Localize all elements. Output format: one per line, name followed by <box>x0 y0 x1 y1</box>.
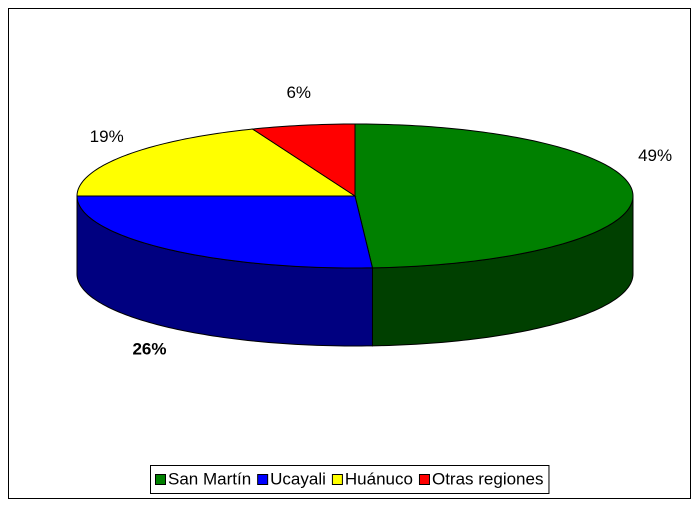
legend-swatch <box>155 474 166 485</box>
data-label: 6% <box>286 83 311 102</box>
pie-slice <box>251 123 356 197</box>
pie-slice <box>354 123 634 269</box>
pie-slice <box>76 195 374 269</box>
legend-swatch <box>257 474 269 485</box>
data-label: 19% <box>90 127 124 146</box>
legend-label: Otras regiones <box>432 469 544 488</box>
legend-label: Huánuco <box>345 469 413 488</box>
legend: San Martín Ucayali Huánuco Otras regiones <box>150 465 550 494</box>
legend-swatch <box>418 474 430 485</box>
data-label: 49% <box>638 146 672 165</box>
legend-label: San Martín <box>168 469 251 488</box>
data-label: 26% <box>132 340 166 359</box>
legend-label: Ucayali <box>270 469 326 488</box>
legend-box <box>150 465 550 494</box>
pie-slice <box>76 128 357 197</box>
legend-swatch <box>331 474 343 485</box>
